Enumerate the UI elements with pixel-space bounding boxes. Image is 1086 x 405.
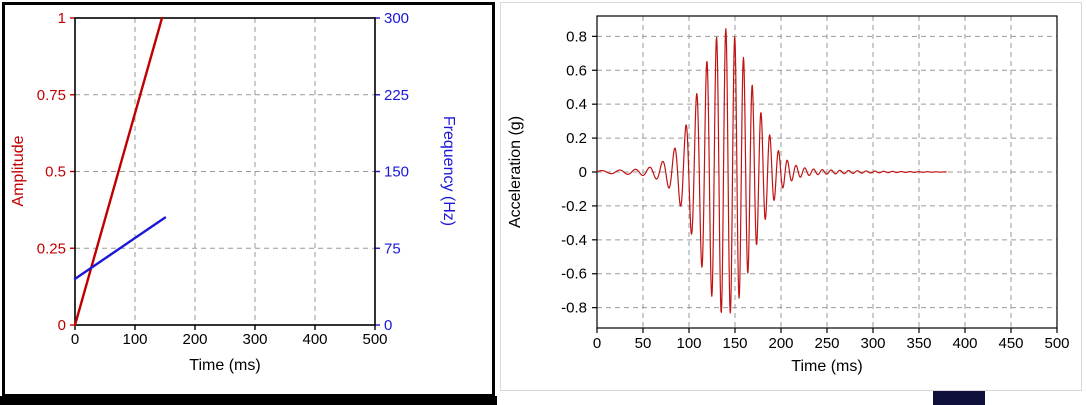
x-tick-labels: 0 50 100 150 200 250 300 350 400 450 500 bbox=[593, 335, 1070, 352]
axis-ticks bbox=[70, 17, 380, 330]
svg-text:200: 200 bbox=[768, 335, 793, 352]
right-chart-time-axis-label: Time (ms) bbox=[791, 358, 863, 375]
svg-text:-0.8: -0.8 bbox=[561, 300, 587, 317]
svg-text:150: 150 bbox=[384, 164, 409, 181]
axis-ticks bbox=[592, 35, 1058, 333]
svg-text:-0.6: -0.6 bbox=[561, 266, 587, 283]
bottom-right-navy-bar bbox=[933, 391, 985, 405]
svg-text:0: 0 bbox=[384, 317, 392, 334]
svg-text:0: 0 bbox=[71, 331, 79, 348]
left-y-tick-labels: 0 0.25 0.5 0.75 1 bbox=[37, 10, 66, 334]
right-y-tick-labels: 0 75 150 225 300 bbox=[384, 10, 409, 334]
svg-text:100: 100 bbox=[122, 331, 147, 348]
bottom-black-bar bbox=[0, 396, 497, 405]
svg-text:0.75: 0.75 bbox=[37, 87, 66, 104]
left-chart-panel: 0 100 200 300 400 500 0 0.25 0.5 0.75 1 0 75 150 225 30… bbox=[2, 2, 495, 397]
svg-text:0.8: 0.8 bbox=[566, 28, 587, 45]
svg-text:300: 300 bbox=[384, 10, 409, 27]
svg-text:0.25: 0.25 bbox=[37, 240, 66, 257]
svg-text:400: 400 bbox=[302, 331, 327, 348]
svg-text:-0.2: -0.2 bbox=[561, 198, 587, 215]
series-amplitude-ramp bbox=[73, 16, 164, 327]
svg-text:150: 150 bbox=[722, 335, 747, 352]
series-acceleration-waveform bbox=[596, 28, 947, 314]
y-tick-labels: -0.8 -0.6 -0.4 -0.2 0 0.2 0.4 0.6 0.8 bbox=[561, 28, 587, 316]
svg-text:0: 0 bbox=[579, 164, 587, 181]
svg-text:0.5: 0.5 bbox=[45, 164, 66, 181]
svg-text:100: 100 bbox=[676, 335, 701, 352]
svg-text:75: 75 bbox=[384, 240, 401, 257]
plot-frame bbox=[596, 15, 1058, 329]
grid-lines bbox=[75, 18, 375, 325]
left-chart-plot: 0 100 200 300 400 50000.250.50.75107515022530… bbox=[37, 10, 409, 348]
svg-text:50: 50 bbox=[635, 335, 652, 352]
left-chart-amplitude-axis-label: Amplitude bbox=[10, 135, 27, 207]
svg-text:0: 0 bbox=[593, 335, 601, 352]
series-frequency-sweep bbox=[73, 216, 167, 281]
svg-text:0.6: 0.6 bbox=[566, 62, 587, 79]
svg-text:-0.4: -0.4 bbox=[561, 232, 587, 249]
left-chart-time-axis-label: Time (ms) bbox=[189, 357, 261, 374]
svg-text:200: 200 bbox=[182, 331, 207, 348]
svg-text:300: 300 bbox=[860, 335, 885, 352]
svg-text:300: 300 bbox=[242, 331, 267, 348]
svg-text:1: 1 bbox=[58, 10, 66, 27]
svg-text:400: 400 bbox=[952, 335, 977, 352]
svg-text:250: 250 bbox=[814, 335, 839, 352]
svg-text:0: 0 bbox=[58, 317, 66, 334]
svg-text:225: 225 bbox=[384, 87, 409, 104]
right-chart-acceleration-axis-label: Acceleration (g) bbox=[507, 115, 524, 229]
svg-text:500: 500 bbox=[362, 331, 387, 348]
left-chart-frequency-axis-label: Frequency (Hz) bbox=[440, 115, 457, 227]
svg-text:350: 350 bbox=[906, 335, 931, 352]
svg-text:0.4: 0.4 bbox=[566, 96, 587, 113]
svg-text:500: 500 bbox=[1044, 335, 1069, 352]
x-tick-labels: 0 100 200 300 400 500 bbox=[71, 331, 388, 348]
plot-frame bbox=[74, 17, 376, 326]
right-chart-plot: 0 50 100 150 200 250 300 350 400 450 500-0.8-0.6-0… bbox=[561, 15, 1070, 352]
right-chart-panel: 0 50 100 150 200 250 300 350 400 450 500 -0.8 -0.6 -0… bbox=[500, 2, 1082, 391]
svg-text:0.2: 0.2 bbox=[566, 130, 587, 147]
svg-text:450: 450 bbox=[998, 335, 1023, 352]
